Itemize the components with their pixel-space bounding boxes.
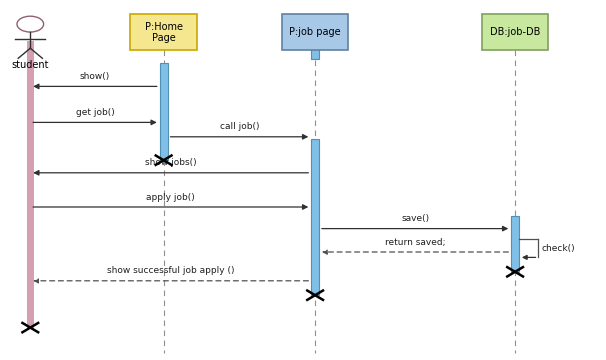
Text: student: student <box>12 60 49 70</box>
FancyBboxPatch shape <box>311 139 319 295</box>
FancyBboxPatch shape <box>311 47 319 59</box>
Text: check(): check() <box>542 244 575 253</box>
Text: call job(): call job() <box>219 122 259 131</box>
Text: get job(): get job() <box>76 108 115 117</box>
Text: return saved;: return saved; <box>385 238 445 247</box>
FancyBboxPatch shape <box>130 14 197 50</box>
FancyBboxPatch shape <box>482 14 548 50</box>
Text: show(): show() <box>80 72 110 81</box>
Text: P:Home
Page: P:Home Page <box>145 22 182 43</box>
Text: save(): save() <box>401 214 429 223</box>
FancyBboxPatch shape <box>27 41 34 328</box>
Text: DB:job-DB: DB:job-DB <box>490 27 541 37</box>
FancyBboxPatch shape <box>282 14 348 50</box>
Text: show successful job apply (): show successful job apply () <box>107 266 235 275</box>
Text: show jobs(): show jobs() <box>145 158 196 167</box>
FancyBboxPatch shape <box>160 63 167 160</box>
FancyBboxPatch shape <box>511 216 519 272</box>
Text: apply job(): apply job() <box>147 193 195 202</box>
Text: P:job page: P:job page <box>289 27 341 37</box>
